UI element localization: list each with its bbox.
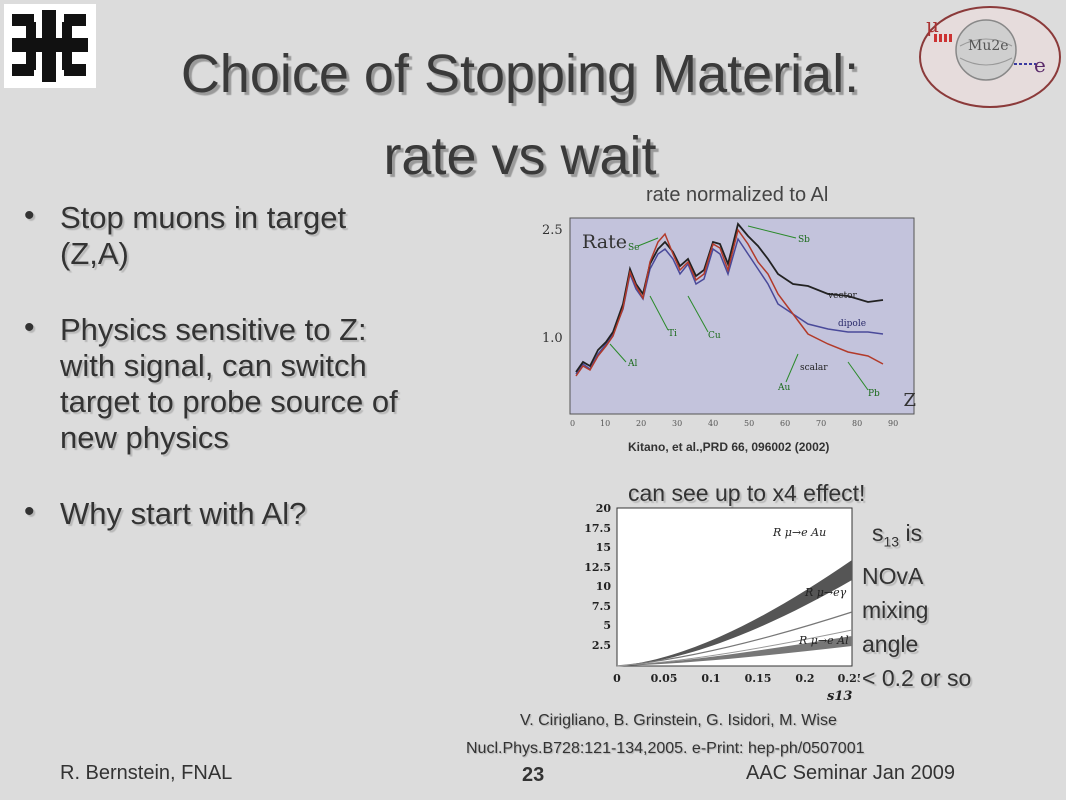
- line-gamma: [616, 611, 853, 667]
- svg-text:30: 30: [672, 419, 682, 428]
- series-scalar: [575, 228, 884, 377]
- svg-text:60: 60: [780, 419, 790, 428]
- footer-event: AAC Seminar Jan 2009: [746, 762, 956, 784]
- footer-page-number: 23: [522, 764, 545, 786]
- label-r-gamma: R μ→eγ: [804, 586, 847, 599]
- mu2e-logo: μ Mu2e e: [916, 2, 1066, 112]
- bullet-item: • Stop muons in target (Z,A): [24, 199, 347, 271]
- citation-authors: V. Cirigliano, B. Grinstein, G. Isidori,…: [520, 712, 837, 729]
- rate-xlabel: Z: [903, 390, 916, 411]
- label-sb: Sb: [798, 235, 810, 245]
- series-vector: [575, 222, 884, 373]
- s13-xlabel: s13: [827, 689, 852, 704]
- svg-text:20: 20: [636, 419, 646, 428]
- svg-text:Mu2e: Mu2e: [968, 38, 1009, 54]
- rate-ylabel: Rate: [582, 231, 627, 253]
- band-al: [617, 636, 852, 666]
- svg-text:0.1: 0.1: [701, 672, 720, 685]
- label-al: Al: [627, 359, 637, 369]
- svg-text:40: 40: [708, 419, 718, 428]
- svg-text:5: 5: [603, 619, 611, 632]
- svg-text:50: 50: [744, 419, 754, 428]
- label-vector: vector: [827, 291, 857, 301]
- svg-text:0.2: 0.2: [795, 672, 814, 685]
- svg-text:90: 90: [888, 419, 898, 428]
- ytick-2-5: 2.5: [542, 223, 563, 238]
- svg-text:0: 0: [613, 672, 621, 685]
- svg-text:70: 70: [816, 419, 826, 428]
- s13-figure-caption: can see up to x4 effect!: [628, 480, 866, 506]
- bullet-dot-icon: •: [24, 199, 35, 232]
- svg-text:15: 15: [596, 541, 611, 554]
- svg-text:e: e: [1034, 53, 1046, 77]
- label-au: Au: [777, 383, 790, 393]
- svg-text:0.15: 0.15: [745, 672, 772, 685]
- citation-reference: Nucl.Phys.B728:121-134,2005. e-Print: he…: [466, 740, 865, 757]
- slide-title-line2: rate vs wait: [383, 126, 657, 186]
- rate-figure-credit: Kitano, et al.,PRD 66, 096002 (2002): [628, 440, 830, 454]
- svg-text:7.5: 7.5: [592, 600, 611, 613]
- slide-title-line1: Choice of Stopping Material:: [180, 44, 860, 104]
- svg-text:2.5: 2.5: [592, 639, 611, 652]
- label-ti: Ti: [668, 329, 677, 339]
- svg-text:17.5: 17.5: [584, 522, 611, 535]
- svg-text:0.05: 0.05: [651, 672, 678, 685]
- label-se: Se: [628, 243, 640, 253]
- s13-note: s13 is NOvA mixing angle < 0.2 or so: [862, 520, 972, 691]
- label-pb: Pb: [868, 389, 880, 399]
- label-dipole: dipole: [838, 319, 866, 329]
- svg-text:10: 10: [600, 419, 610, 428]
- label-r-al: R μ→e Al: [798, 634, 849, 647]
- rate-figure-caption: rate normalized to Al: [646, 184, 829, 206]
- svg-text:12.5: 12.5: [584, 561, 611, 574]
- rate-vs-z-figure: 2.5 1.0 Rate Z Se Sb Ti Cu Al Au Pb vect…: [528, 214, 918, 434]
- fermilab-logo: [4, 4, 96, 88]
- bullet-dot-icon: •: [24, 311, 35, 344]
- label-scalar: scalar: [800, 363, 828, 373]
- ytick-1-0: 1.0: [542, 331, 563, 346]
- svg-text:0.25: 0.25: [838, 672, 860, 685]
- label-cu: Cu: [708, 331, 721, 341]
- bullet-dot-icon: •: [24, 495, 35, 528]
- svg-text:80: 80: [852, 419, 862, 428]
- bullet-item: • Physics sensitive to Z: with signal, ca…: [24, 311, 398, 455]
- svg-text:20: 20: [596, 502, 612, 515]
- svg-text:μ: μ: [926, 13, 939, 37]
- svg-text:10: 10: [596, 580, 612, 593]
- bullet-item: • Why start with Al?: [24, 495, 307, 531]
- bullet-list: • Stop muons in target (Z,A) • Physics sen…: [20, 199, 420, 556]
- svg-text:0: 0: [570, 419, 575, 428]
- rate-vs-s13-figure: 20 17.5 15 12.5 10 7.5 5 2.5 0 0.05 0.1 …: [565, 500, 864, 710]
- footer-author: R. Bernstein, FNAL: [60, 762, 233, 784]
- label-r-au: R μ→e Au: [772, 526, 826, 539]
